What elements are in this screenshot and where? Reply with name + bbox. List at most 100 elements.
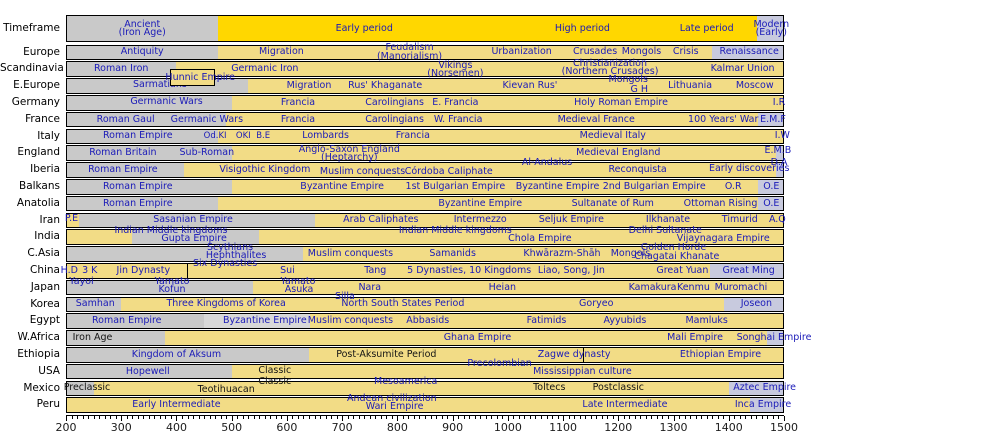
segment-ethiopia-1 xyxy=(309,348,585,362)
axis-minor-tick xyxy=(772,415,774,419)
axis-minor-tick xyxy=(275,415,277,419)
segment-china-7 xyxy=(485,264,659,278)
segment-iberia-0 xyxy=(67,163,186,177)
segment-balkans-1 xyxy=(231,180,404,194)
axis-minor-tick xyxy=(524,415,526,419)
segment-c-asia-8 xyxy=(712,247,783,261)
row-bar-w-africa xyxy=(66,330,784,346)
row-label-c-asia: C.Asia xyxy=(27,247,60,260)
segment-germany-0 xyxy=(67,96,233,110)
row-bar-usa xyxy=(66,363,784,380)
axis-minor-tick xyxy=(761,415,763,419)
axis-minor-tick xyxy=(204,415,206,419)
axis-major-tick xyxy=(452,415,454,421)
segment-italy-4 xyxy=(269,129,384,144)
row-label-india: India xyxy=(34,230,60,243)
segment-ethiopia-3 xyxy=(656,348,783,362)
segment-peru-3 xyxy=(749,398,783,412)
row-label-china: China xyxy=(30,264,60,276)
axis-minor-tick xyxy=(712,415,714,419)
row-bar-japan xyxy=(66,279,784,296)
axis-minor-tick xyxy=(364,415,366,419)
segment-italy-5 xyxy=(383,129,447,144)
axis-minor-tick xyxy=(518,415,520,419)
axis-minor-tick xyxy=(568,415,570,419)
axis-minor-tick xyxy=(579,415,581,419)
axis-major-tick xyxy=(176,415,178,421)
segment-e-europe-4 xyxy=(623,79,642,93)
segment-ethiopia-0 xyxy=(67,348,310,362)
axis-tick-label-600: 600 xyxy=(276,420,298,433)
axis-major-tick xyxy=(507,415,509,421)
axis-minor-tick xyxy=(93,415,95,419)
segment-scandinavia-2 xyxy=(391,62,545,76)
segment-c-asia-1 xyxy=(198,247,266,261)
row-bar-europe xyxy=(66,44,784,61)
segment-japan-5 xyxy=(610,280,693,295)
axis-minor-tick xyxy=(148,415,150,419)
row-bar-iran xyxy=(66,212,784,229)
axis-tick-label-700: 700 xyxy=(331,420,353,433)
segment-japan-4 xyxy=(394,280,611,295)
segment-france-7 xyxy=(758,112,783,127)
row-bar-germany xyxy=(66,95,784,111)
axis-minor-tick xyxy=(386,415,388,419)
axis-minor-tick xyxy=(767,415,769,419)
axis-minor-tick xyxy=(419,415,421,419)
segment-usa-2 xyxy=(320,364,402,379)
axis-minor-tick xyxy=(297,415,299,419)
segment-w-africa-3 xyxy=(766,331,783,345)
axis-minor-tick xyxy=(612,415,614,419)
segment-iran-3 xyxy=(431,213,530,228)
segment-iberia-3 xyxy=(391,163,526,177)
row-bar-balkans xyxy=(66,179,784,195)
axis-minor-tick xyxy=(662,415,664,419)
axis-minor-tick xyxy=(706,415,708,419)
row-label-peru: Peru xyxy=(36,398,60,411)
segment-mexico-2 xyxy=(317,381,402,396)
segment-balkans-6 xyxy=(758,180,783,194)
row-bar-france xyxy=(66,111,784,128)
segment-timeframe-3 xyxy=(656,16,758,41)
axis-major-tick xyxy=(728,415,730,421)
axis-minor-tick xyxy=(778,415,780,419)
segment-england-2 xyxy=(231,146,469,160)
segment-peru-2 xyxy=(507,398,751,412)
segment-scandinavia-3 xyxy=(543,62,729,76)
axis-minor-tick xyxy=(750,415,752,419)
axis-minor-tick xyxy=(447,415,449,419)
axis-minor-tick xyxy=(701,415,703,419)
segment-c-asia-5 xyxy=(507,247,631,261)
segment-iberia-6 xyxy=(775,163,783,177)
axis-minor-tick xyxy=(668,415,669,419)
axis-major-tick xyxy=(231,415,233,421)
segment-balkans-2 xyxy=(402,180,519,194)
segment-france-6 xyxy=(693,112,760,127)
segment-china-8 xyxy=(657,264,711,278)
segment-balkans-3 xyxy=(517,180,612,194)
segment-egypt-2 xyxy=(309,314,371,328)
axis-minor-tick xyxy=(248,415,250,419)
axis-minor-tick xyxy=(380,415,382,419)
segment-china-3 xyxy=(187,264,282,278)
segment-egypt-3 xyxy=(369,314,492,328)
axis-tick-label-200: 200 xyxy=(55,420,77,433)
segment-anatolia-2 xyxy=(550,196,686,211)
axis-minor-tick xyxy=(496,415,498,419)
axis-minor-tick xyxy=(651,415,653,419)
segment-europe-3 xyxy=(480,45,565,60)
axis-minor-tick xyxy=(717,415,719,419)
row-label-japan: Japan xyxy=(30,280,60,293)
row-bar-iberia xyxy=(66,162,784,178)
segment-peru-0 xyxy=(67,398,290,412)
segment-europe-1 xyxy=(218,45,344,60)
axis-minor-tick xyxy=(270,415,272,419)
segment-japan-3 xyxy=(347,280,396,295)
axis-major-tick xyxy=(342,415,344,421)
segment-korea-0 xyxy=(67,297,123,312)
axis-minor-tick xyxy=(159,415,161,419)
axis-minor-tick xyxy=(143,415,145,419)
segment-usa-0 xyxy=(67,364,233,379)
segment-e-europe-6 xyxy=(653,79,727,93)
segment-timeframe-4 xyxy=(756,16,783,41)
